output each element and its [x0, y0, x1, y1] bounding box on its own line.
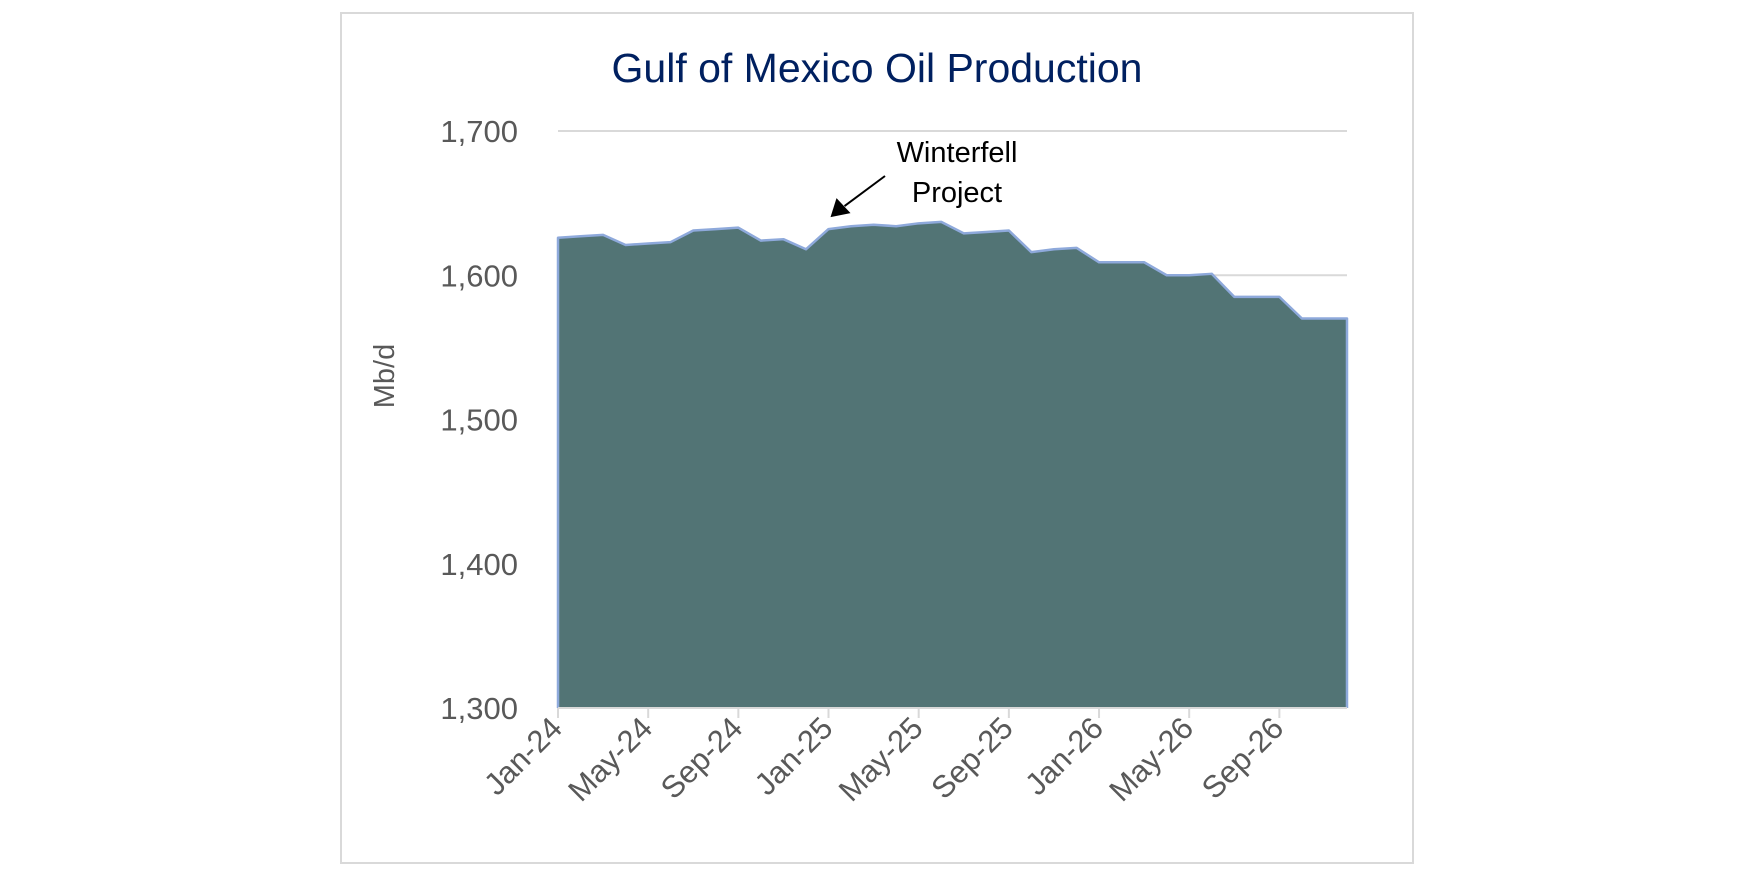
y-tick-label: 1,600: [440, 258, 518, 293]
x-tick-label: Sep-24: [654, 710, 749, 805]
x-tick-label: May-24: [561, 710, 659, 808]
y-tick-label: 1,700: [440, 114, 518, 149]
x-tick-label: Jan-26: [1018, 710, 1110, 802]
annotation-line-1: Winterfell: [897, 137, 1018, 169]
annotation-line-2: Project: [912, 177, 1002, 209]
y-tick-label: 1,500: [440, 403, 518, 438]
x-tick-label: Jan-25: [748, 710, 840, 802]
chart-title: Gulf of Mexico Oil Production: [612, 45, 1143, 91]
x-tick-label: Sep-25: [924, 710, 1019, 805]
area-fill: [558, 221, 1347, 708]
y-axis-ticks: 1,300 1,400 1,500 1,600 1,700: [440, 114, 518, 726]
x-tick-label: May-26: [1102, 710, 1200, 808]
y-axis-label: Mb/d: [369, 344, 401, 408]
area-outline: [556, 220, 1349, 708]
x-axis: [557, 707, 1347, 718]
x-axis-ticks: Jan-24May-24Sep-24Jan-25May-25Sep-25Jan-…: [477, 710, 1290, 808]
annotation-arrow-line: [843, 175, 886, 207]
area-series: [556, 220, 1349, 708]
y-tick-label: 1,400: [440, 547, 518, 582]
x-tick-label: Sep-26: [1195, 710, 1290, 805]
y-tick-label: 1,300: [440, 691, 518, 726]
annotation-arrow-head: [830, 198, 851, 218]
x-tick-label: May-25: [832, 710, 930, 808]
annotation: Winterfell Project: [830, 137, 1018, 218]
